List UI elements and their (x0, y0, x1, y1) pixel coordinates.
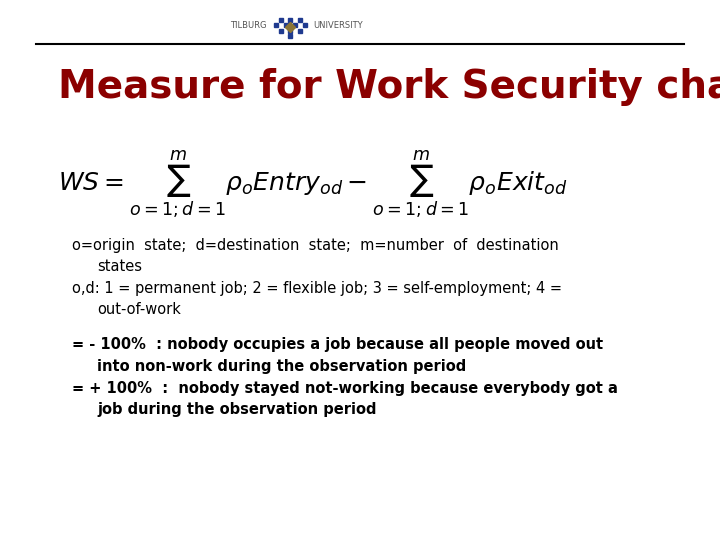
Text: job during the observation period: job during the observation period (97, 402, 377, 417)
Text: TILBURG: TILBURG (230, 21, 266, 30)
Text: o,d: 1 = permanent job; 2 = flexible job; 3 = self-employment; 4 =: o,d: 1 = permanent job; 2 = flexible job… (72, 281, 562, 296)
Text: = - 100%  : nobody occupies a job because all people moved out: = - 100% : nobody occupies a job because… (72, 338, 603, 353)
Text: UNIVERSITY: UNIVERSITY (313, 21, 363, 30)
Text: out-of-work: out-of-work (97, 302, 181, 318)
Text: = + 100%  :  nobody stayed not-working because everybody got a: = + 100% : nobody stayed not-working bec… (72, 381, 618, 396)
Text: $\mathit{WS} = \sum_{o=1;d=1}^{m} \rho_o \mathit{Entry}_{od} - \sum_{o=1;d=1}^{m: $\mathit{WS} = \sum_{o=1;d=1}^{m} \rho_o… (58, 148, 567, 220)
Text: into non-work during the observation period: into non-work during the observation per… (97, 359, 467, 374)
Text: states: states (97, 259, 142, 274)
Text: Measure for Work Security changes: Measure for Work Security changes (58, 68, 720, 105)
Text: o=origin  state;  d=destination  state;  m=number  of  destination: o=origin state; d=destination state; m=n… (72, 238, 559, 253)
